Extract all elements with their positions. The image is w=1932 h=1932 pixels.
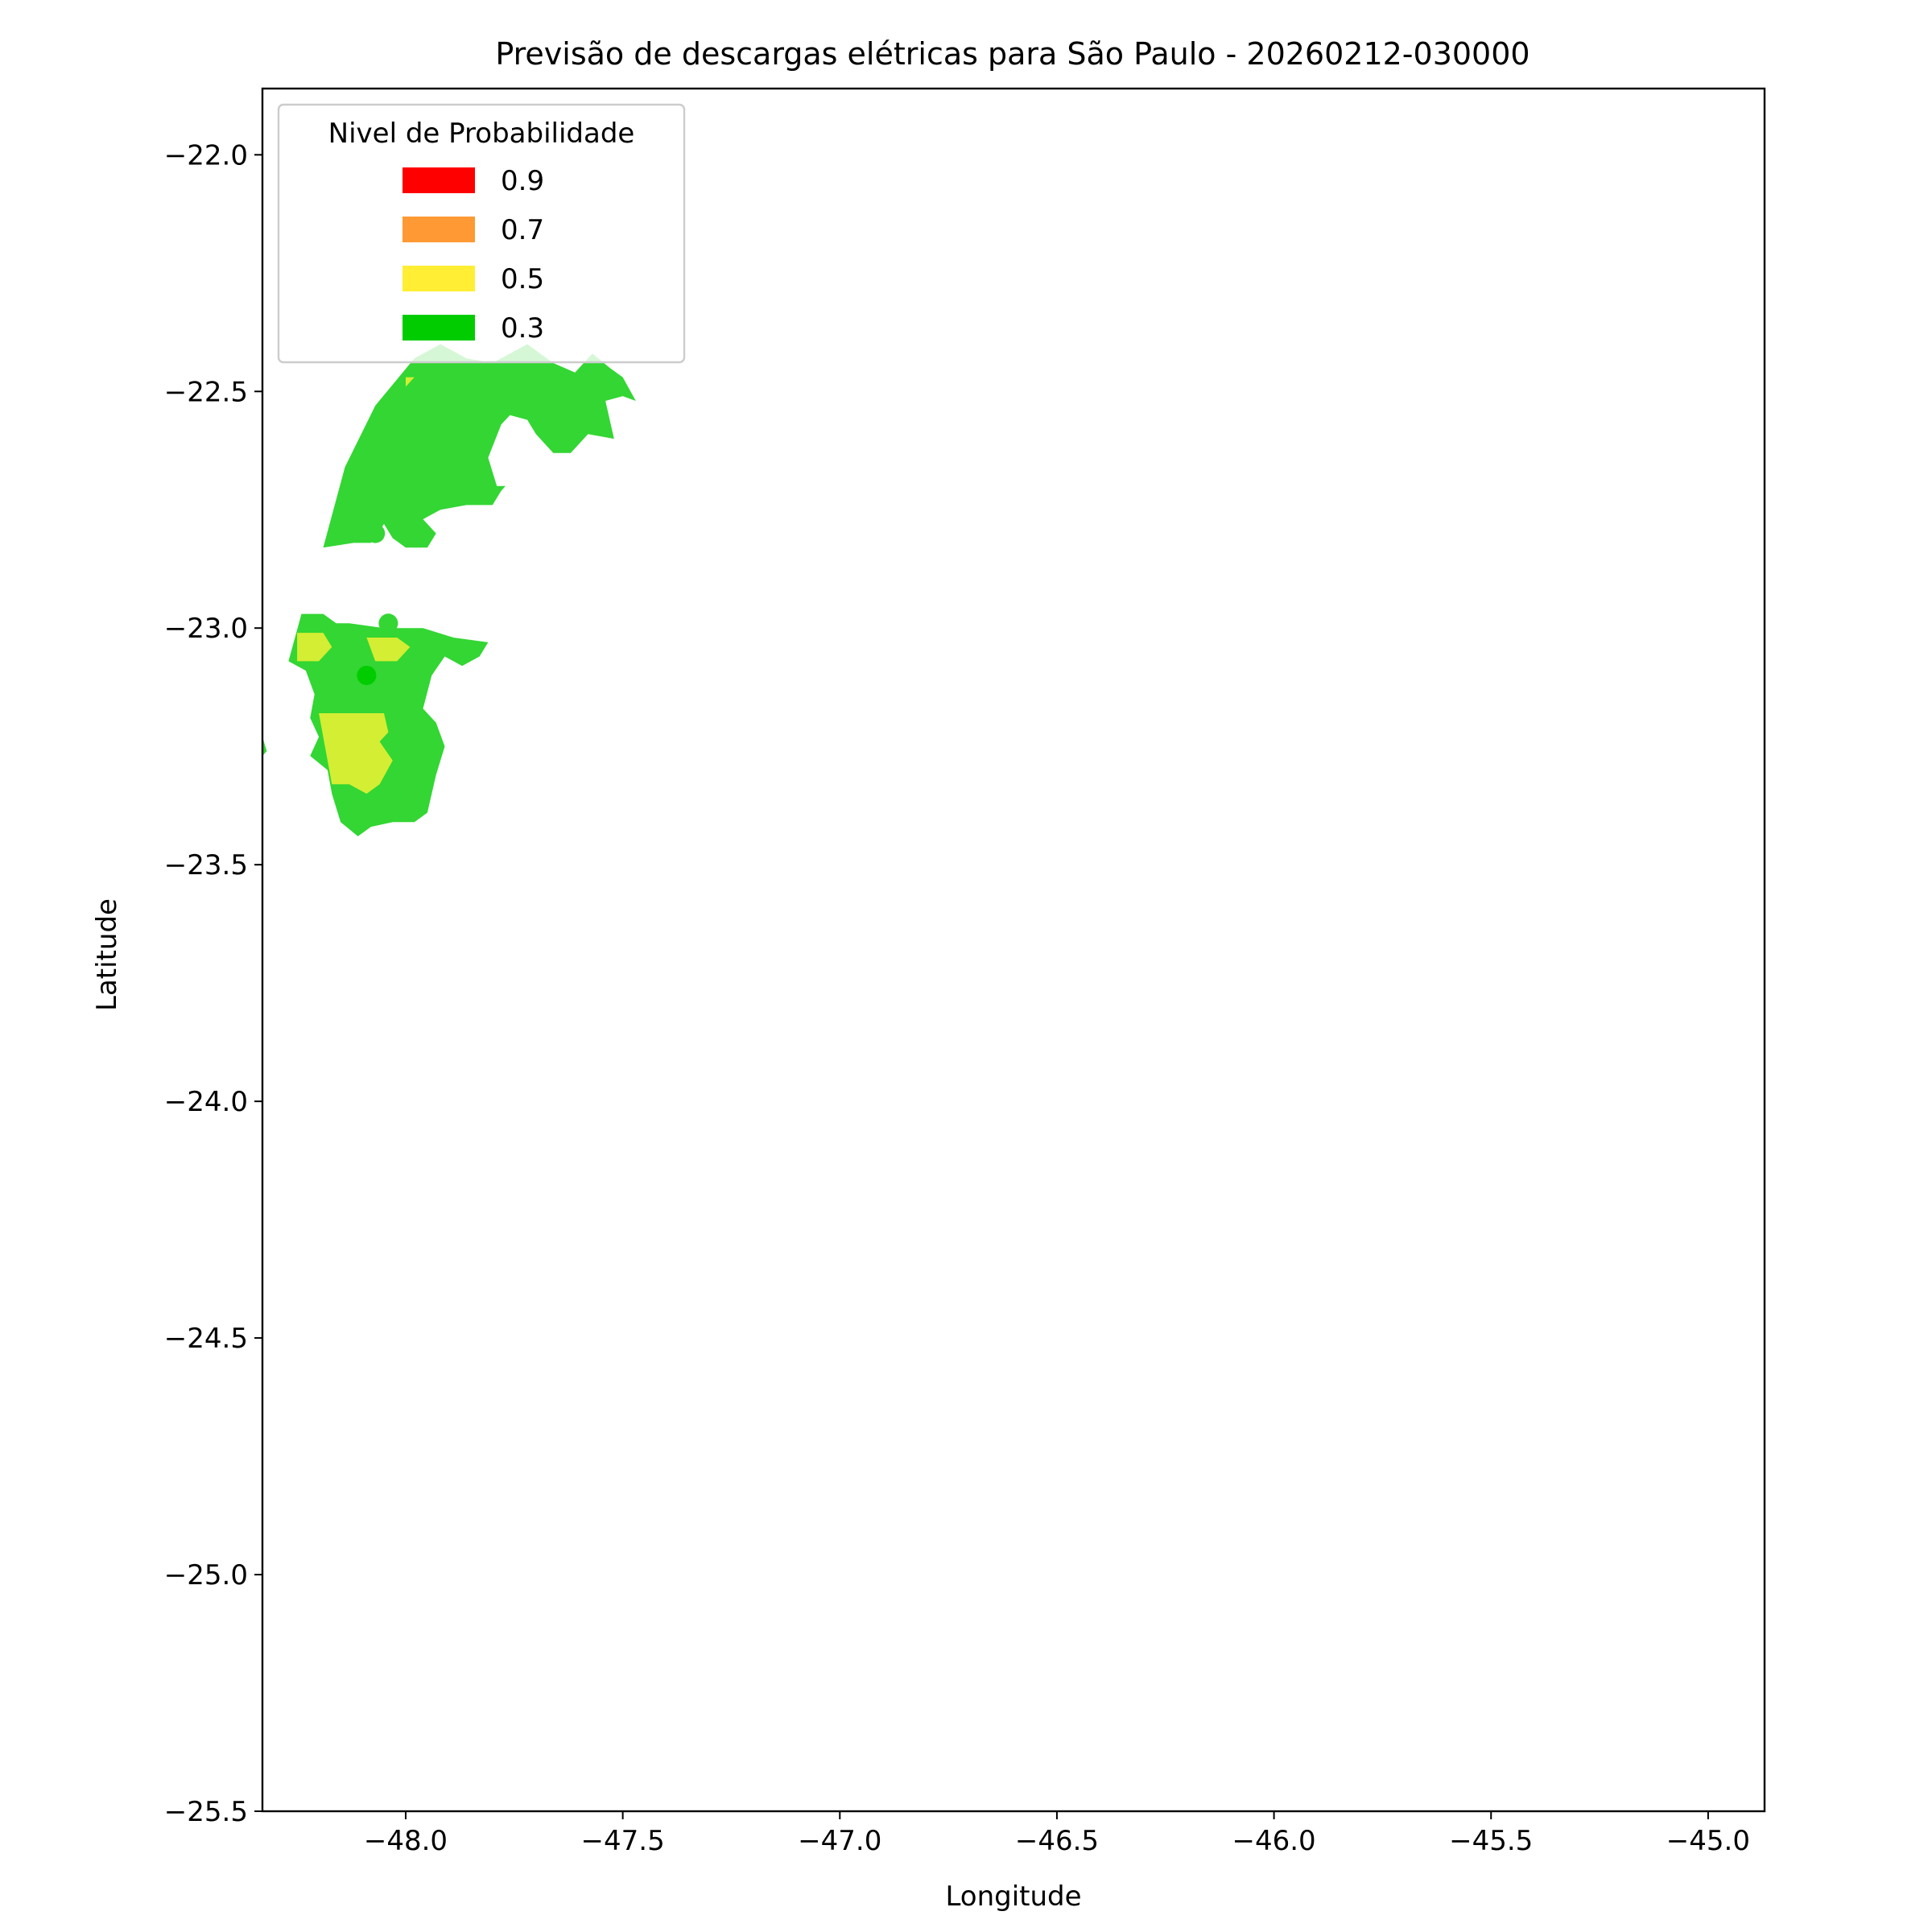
plot-frame — [261, 87, 1766, 1813]
point-marker-1 — [378, 613, 398, 634]
y-tick-label: −22.5 — [164, 376, 248, 408]
legend-swatch-09 — [402, 167, 475, 193]
y-tick-label: −24.0 — [164, 1086, 248, 1118]
legend-swatch-07 — [402, 217, 475, 242]
point-marker-0 — [365, 523, 386, 543]
x-tick-label: −46.5 — [1015, 1825, 1099, 1857]
x-axis-label: Longitude — [945, 1880, 1081, 1913]
x-tick-label: −47.5 — [581, 1825, 665, 1857]
region-05-6 — [406, 377, 415, 387]
y-axis: −22.0 −22.5 −23.0 −23.5 −24.0 −24.5 −25.0 −25.5 — [164, 139, 262, 1828]
region-03-0 — [323, 344, 636, 548]
region-05-4 — [297, 633, 332, 662]
y-axis-label: Latitude — [91, 898, 123, 1011]
x-tick-label: −46.0 — [1232, 1825, 1315, 1857]
region-05-5 — [366, 638, 411, 662]
legend-box — [277, 103, 686, 364]
plot-area — [262, 344, 636, 836]
legend: Nivel de Probabilidade 0.9 0.7 0.5 0.3 — [277, 103, 686, 364]
x-tick-label: −48.0 — [364, 1825, 448, 1857]
x-tick-label: −47.0 — [798, 1825, 881, 1857]
x-tick-label: −45.0 — [1666, 1825, 1750, 1857]
x-tick-label: −45.5 — [1449, 1825, 1533, 1857]
legend-label-05: 0.5 — [501, 263, 544, 295]
y-tick-label: −25.0 — [164, 1559, 248, 1591]
legend-label-09: 0.9 — [501, 165, 544, 197]
region-03-2 — [262, 737, 267, 756]
y-tick-label: −24.5 — [164, 1323, 248, 1355]
legend-entries: 0.9 0.7 0.5 0.3 — [402, 165, 544, 345]
legend-swatch-05 — [402, 266, 475, 291]
y-tick-label: −23.0 — [164, 613, 248, 645]
legend-title: Nivel de Probabilidade — [328, 118, 635, 150]
legend-label-03: 0.3 — [501, 312, 544, 345]
legend-label-07: 0.7 — [501, 214, 544, 246]
y-tick-label: −23.5 — [164, 849, 248, 881]
y-tick-label: −25.5 — [164, 1796, 248, 1828]
region-05-3 — [319, 713, 393, 794]
point-marker-2 — [357, 666, 377, 685]
y-tick-label: −22.0 — [164, 139, 248, 171]
chart-title: Previsão de descargas elétricas para São… — [495, 36, 1530, 72]
x-axis: −48.0 −47.5 −47.0 −46.5 −46.0 −45.5 −45.0 — [364, 1811, 1750, 1857]
legend-swatch-03 — [402, 315, 475, 341]
